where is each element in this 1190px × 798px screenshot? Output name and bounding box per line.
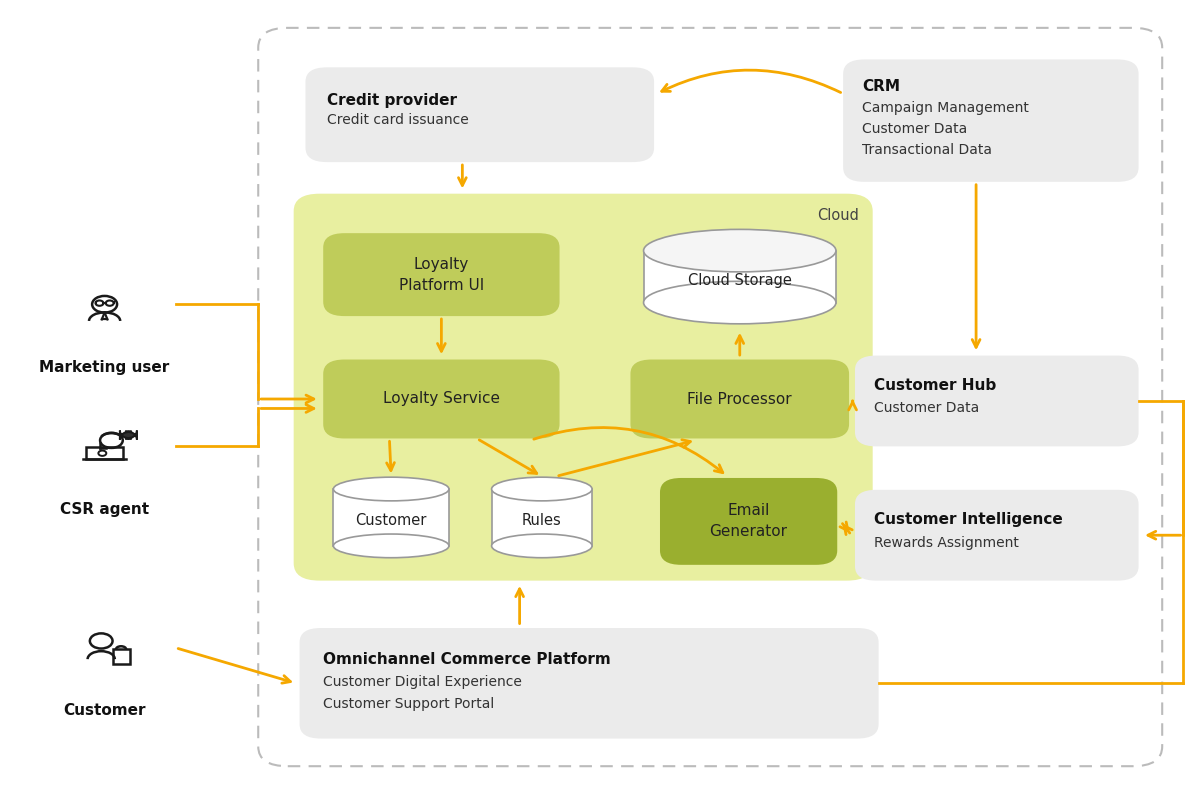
Ellipse shape — [333, 477, 449, 501]
Ellipse shape — [491, 534, 593, 558]
FancyBboxPatch shape — [854, 356, 1139, 446]
FancyBboxPatch shape — [854, 490, 1139, 581]
Text: Customer: Customer — [356, 513, 427, 528]
Text: Credit card issuance: Credit card issuance — [327, 113, 469, 127]
Bar — [333, 489, 449, 546]
Text: Rewards Assignment: Rewards Assignment — [873, 535, 1019, 550]
FancyBboxPatch shape — [294, 194, 872, 581]
Text: Omnichannel Commerce Platform: Omnichannel Commerce Platform — [324, 652, 610, 666]
Text: Customer Digital Experience
Customer Support Portal: Customer Digital Experience Customer Sup… — [324, 675, 522, 710]
Text: Customer: Customer — [63, 703, 146, 718]
Text: Customer Intelligence: Customer Intelligence — [873, 512, 1063, 527]
Text: Customer Data: Customer Data — [873, 401, 979, 416]
Text: CSR agent: CSR agent — [60, 502, 149, 516]
Text: Loyalty
Platform UI: Loyalty Platform UI — [399, 257, 484, 293]
Text: Email
Generator: Email Generator — [709, 504, 788, 539]
Text: Credit provider: Credit provider — [327, 93, 457, 108]
Text: Loyalty Service: Loyalty Service — [383, 392, 500, 406]
Text: Marketing user: Marketing user — [39, 360, 170, 374]
Text: Cloud: Cloud — [816, 208, 858, 223]
Ellipse shape — [333, 534, 449, 558]
Text: Rules: Rules — [522, 513, 562, 528]
FancyBboxPatch shape — [660, 478, 838, 565]
Ellipse shape — [491, 477, 593, 501]
Text: Cloud Storage: Cloud Storage — [688, 273, 791, 288]
FancyBboxPatch shape — [631, 360, 848, 438]
Bar — [644, 251, 835, 302]
Text: Campaign Management
Customer Data
Transactional Data: Campaign Management Customer Data Transa… — [862, 101, 1029, 156]
Text: CRM: CRM — [862, 79, 900, 94]
Text: Customer Hub: Customer Hub — [873, 377, 996, 393]
FancyBboxPatch shape — [324, 360, 559, 438]
FancyBboxPatch shape — [300, 628, 878, 739]
Text: File Processor: File Processor — [688, 392, 793, 406]
FancyBboxPatch shape — [324, 233, 559, 316]
FancyBboxPatch shape — [844, 59, 1139, 182]
Ellipse shape — [644, 229, 835, 272]
Bar — [491, 489, 593, 546]
Ellipse shape — [644, 282, 835, 324]
FancyBboxPatch shape — [306, 67, 654, 162]
